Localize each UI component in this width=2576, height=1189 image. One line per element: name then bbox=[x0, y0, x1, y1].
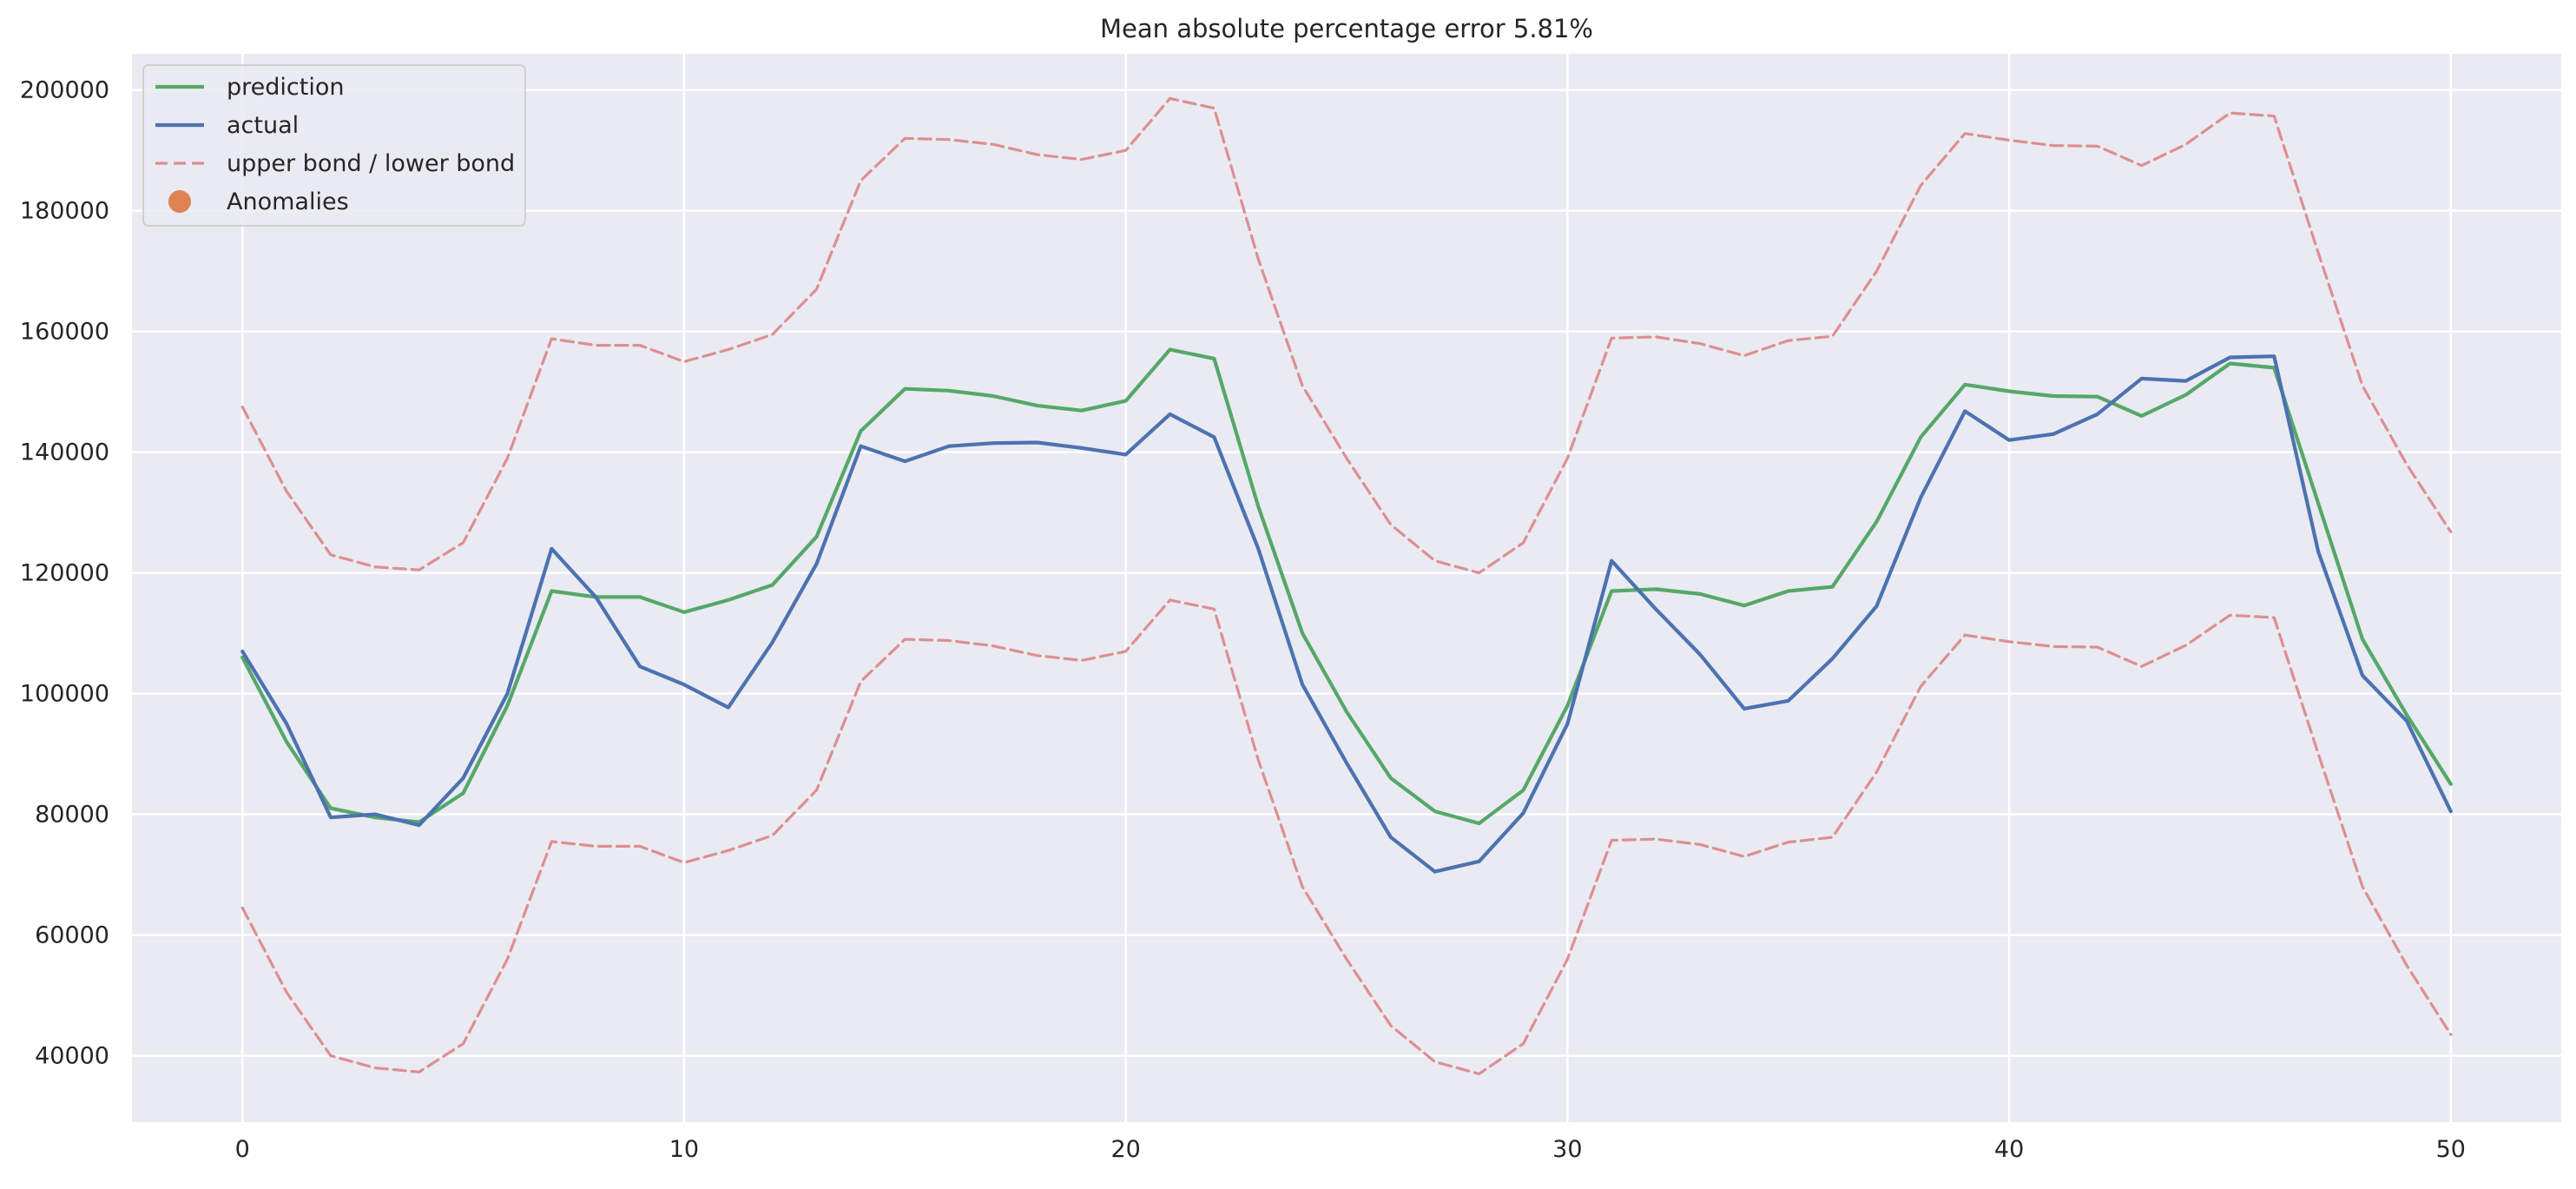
y-tick-label: 40000 bbox=[35, 1043, 109, 1070]
y-tick-label: 80000 bbox=[35, 802, 109, 829]
legend-marker-anomalies bbox=[168, 190, 191, 213]
series-line-upper-bond-lower-bond bbox=[240, 96, 2453, 575]
y-tick-label: 60000 bbox=[35, 922, 109, 949]
y-tick-label: 120000 bbox=[20, 560, 109, 587]
x-tick-label: 40 bbox=[1994, 1136, 2024, 1163]
y-tick-label: 140000 bbox=[20, 439, 109, 466]
y-tick-label: 200000 bbox=[20, 77, 109, 104]
y-tick-label: 100000 bbox=[20, 681, 109, 708]
x-tick-label: 10 bbox=[669, 1136, 699, 1163]
series-line-actual bbox=[240, 354, 2453, 874]
x-tick-label: 20 bbox=[1110, 1136, 1140, 1163]
series-line-prediction bbox=[240, 347, 2453, 826]
series-line-lower-bond bbox=[240, 598, 2453, 1076]
tick-labels: 0 10 20 30 40 50 40000 60000 80000 100000 120000 14… bbox=[20, 77, 2466, 1163]
x-tick-label: 0 bbox=[235, 1136, 250, 1163]
x-tick-label: 30 bbox=[1552, 1136, 1582, 1163]
y-tick-label: 160000 bbox=[20, 319, 109, 346]
legend-label: actual bbox=[227, 112, 299, 139]
legend-label: Anomalies bbox=[227, 188, 349, 215]
legend-label: prediction bbox=[227, 74, 344, 101]
y-tick-label: 180000 bbox=[20, 198, 109, 225]
series-layer bbox=[240, 96, 2453, 1076]
plot-area bbox=[132, 54, 2561, 1122]
legend: prediction actual upper bond / lower bond A… bbox=[142, 64, 526, 227]
legend-box bbox=[142, 64, 526, 227]
x-tick-label: 50 bbox=[2436, 1136, 2466, 1163]
chart-title: Mean absolute percentage error 5.81% bbox=[1100, 14, 1593, 43]
grid bbox=[132, 54, 2561, 1122]
legend-label: upper bond / lower bond bbox=[227, 150, 515, 177]
